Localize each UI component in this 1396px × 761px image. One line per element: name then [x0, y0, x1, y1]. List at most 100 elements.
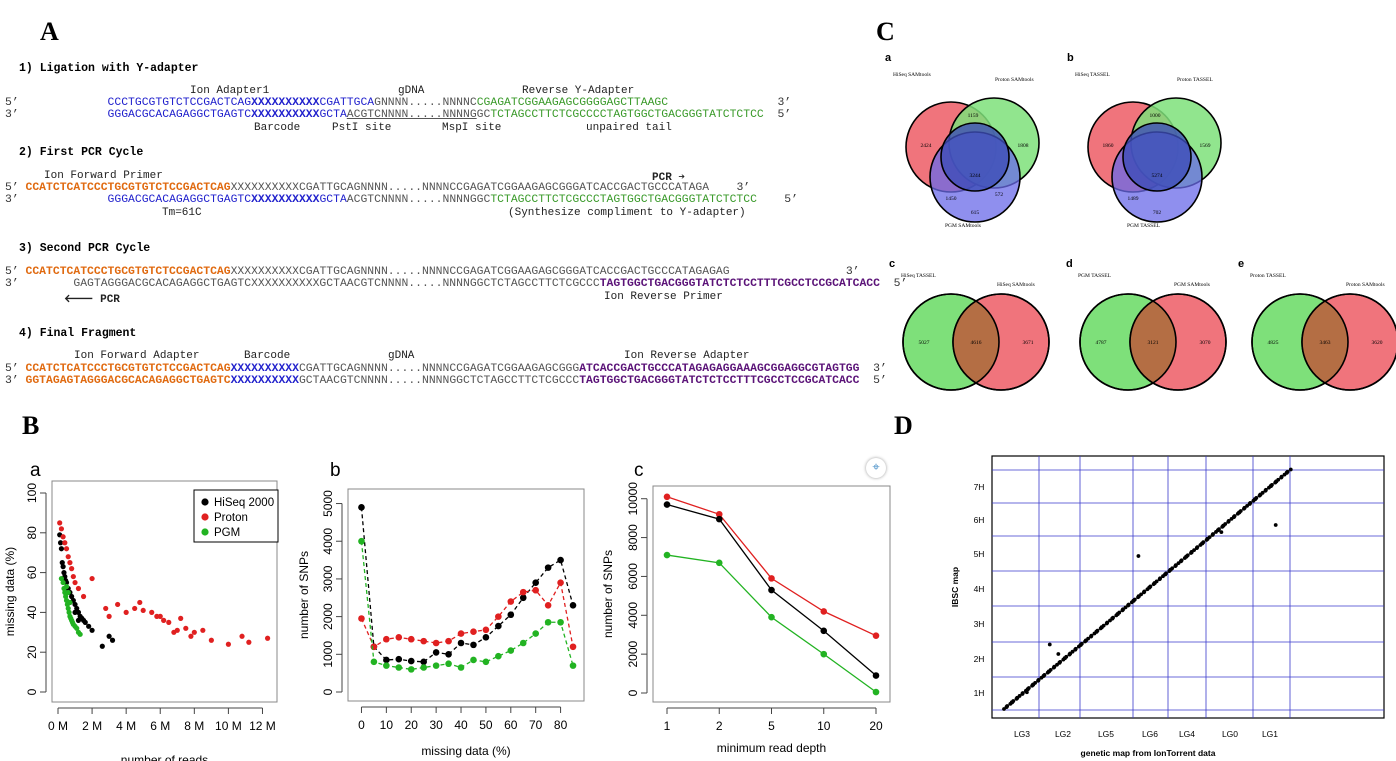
- venn-set2-label: Proton TASSEL: [1177, 77, 1213, 83]
- map-point: [1232, 514, 1237, 518]
- map-point: [1020, 691, 1025, 695]
- chart-sublabel: b: [330, 460, 341, 481]
- venn-set2-label: HiSeq SAMtools: [997, 282, 1035, 288]
- chart-d: LG3 LG2 LG5 LG6 LG4 LG0 LG1 1H 2H 3H 4H 5H 6H 7H genet…: [950, 455, 1385, 758]
- y-tick-label: 5000: [321, 490, 335, 517]
- y-tick-label: 0: [25, 688, 39, 695]
- x-axis-title: genetic map from IonTorrent data: [1081, 748, 1216, 758]
- panel-letter-b: B: [22, 411, 40, 440]
- venn-center: 3244: [970, 173, 981, 179]
- chart-bc: 0 2000 4000 6000 8000 10000 1 2 5 10 20 minimum rea…: [601, 460, 891, 755]
- map-point: [1223, 522, 1228, 526]
- venn-12: 1159: [968, 113, 979, 119]
- data-point: [383, 656, 390, 664]
- x-axis-title: number of reads: [121, 753, 208, 761]
- data-point: [395, 655, 403, 663]
- data-point-pgm: [67, 599, 73, 606]
- data-point: [470, 628, 477, 635]
- map-point: [1005, 704, 1010, 708]
- x-tick-label: 60: [504, 718, 518, 732]
- data-point-pgm: [66, 609, 72, 616]
- data-point: [663, 551, 671, 559]
- data-point: [420, 658, 427, 666]
- data-point-pgm: [63, 583, 70, 590]
- legend-marker: [201, 528, 209, 536]
- arrow-right-icon: ➔: [678, 172, 686, 184]
- data-point-proton: [178, 615, 184, 621]
- data-point-hiseq-2000: [109, 637, 116, 643]
- data-point-proton: [65, 554, 71, 560]
- data-point: [420, 664, 427, 671]
- x-tick-label: 30: [429, 718, 443, 732]
- data-point-hiseq-2000: [57, 540, 64, 546]
- venn-only3: 615: [971, 210, 980, 216]
- forward-primer-label: Ion Forward Primer: [44, 170, 163, 182]
- venn-12: 1000: [1150, 113, 1161, 119]
- data-point: [358, 615, 365, 622]
- venn-set1-label: PGM TASSEL: [1078, 273, 1112, 279]
- venn-center-region: [940, 122, 1010, 192]
- data-point: [495, 613, 502, 620]
- data-point: [557, 618, 564, 626]
- step4-line1: 5’ CCATCTCATCCCTGCGTGTCTCCGACTCAGXXXXXXX…: [5, 363, 887, 375]
- data-point: [544, 618, 552, 626]
- x-tick-label: 10: [817, 719, 831, 733]
- barcode-label: Barcode: [254, 122, 301, 134]
- map-point: [1048, 667, 1053, 672]
- venn-only1: 1860: [1103, 143, 1114, 149]
- x-tick-label: 12 M: [249, 719, 276, 733]
- y-tick-label: 2000: [321, 603, 335, 630]
- data-point-hiseq-2000: [106, 633, 112, 639]
- map-point: [1248, 501, 1253, 505]
- data-point: [420, 637, 427, 645]
- x-tick-label: 1: [664, 719, 671, 733]
- y-tick-label: 60: [25, 566, 39, 580]
- gdna-label: gDNA: [398, 85, 425, 97]
- data-point: [532, 586, 539, 594]
- data-point: [519, 594, 527, 602]
- data-point-proton: [161, 617, 167, 623]
- map-point: [1095, 628, 1100, 633]
- map-point: [1288, 467, 1293, 472]
- gdna4-label: gDNA: [388, 350, 415, 362]
- venn-center: 5274: [1152, 173, 1163, 179]
- data-point: [519, 639, 527, 647]
- venn-d: d PGM TASSEL PGM SAMtools 4787 3121 3070: [1066, 258, 1227, 391]
- data-point: [407, 635, 415, 643]
- x-tick-label: 2: [716, 719, 723, 733]
- data-point-proton: [57, 520, 63, 526]
- data-point-proton: [246, 639, 252, 645]
- data-point: [457, 639, 465, 647]
- map-point-outlier: [1136, 554, 1141, 558]
- tm-label: Tm=61C: [162, 207, 202, 219]
- data-point: [532, 579, 539, 586]
- venn-set1-label: HiSeq TASSEL: [1075, 72, 1110, 78]
- x-tick-label: 5: [768, 719, 775, 733]
- x-tick-label: LG6: [1142, 729, 1158, 739]
- map-point: [1105, 620, 1110, 625]
- x-tick-label: 10: [380, 718, 394, 732]
- data-point-pgm: [74, 625, 80, 631]
- venn-overlap: [1130, 294, 1176, 390]
- data-point-proton: [264, 635, 271, 641]
- legend-marker: [201, 513, 209, 521]
- venn-13: 1489: [1128, 196, 1139, 202]
- plot-frame: [991, 455, 1385, 719]
- step3-line1: 5’ CCATCTCATCCCTGCGTGTCTCCGACTCAGXXXXXXX…: [5, 266, 860, 278]
- data-point-proton: [137, 599, 143, 606]
- legend-label: Proton: [214, 512, 248, 524]
- y-tick-label: 5H: [974, 549, 985, 559]
- venn-sublabel: a: [885, 52, 892, 64]
- data-point-pgm: [58, 575, 65, 582]
- data-point: [768, 586, 775, 594]
- data-point: [569, 602, 577, 609]
- data-point: [432, 662, 440, 669]
- data-point: [507, 611, 515, 619]
- expand-icon[interactable]: ⌖: [866, 458, 886, 478]
- x-tick-label: 20: [405, 718, 419, 732]
- x-tick-label: 80: [554, 718, 568, 732]
- map-point: [1073, 646, 1078, 651]
- map-point: [1173, 563, 1178, 568]
- data-point-proton: [106, 613, 112, 619]
